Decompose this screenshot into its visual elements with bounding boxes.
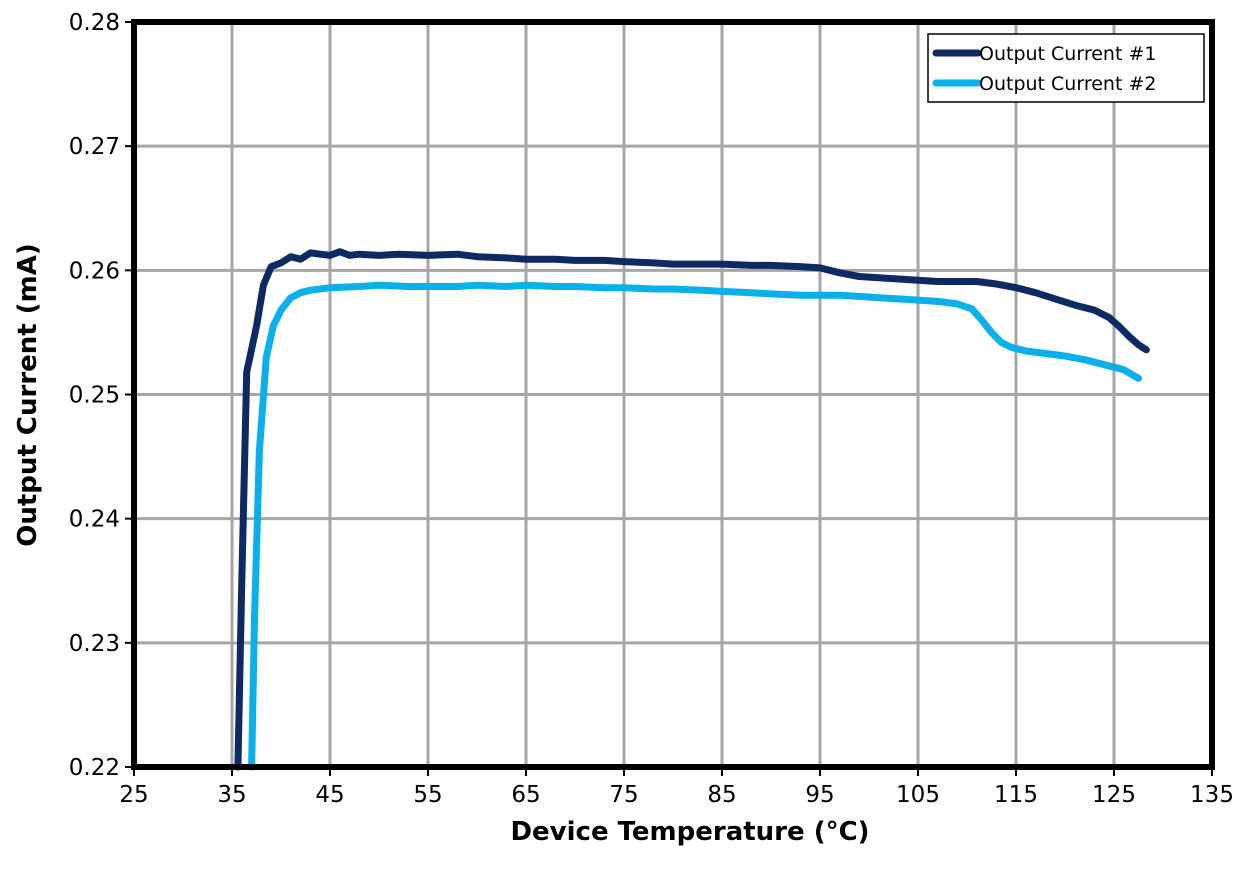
x-tick-label: 55 (413, 782, 442, 808)
y-tick-label: 0.26 (69, 258, 120, 284)
y-axis-ticks: 0.22 0.23 0.24 0.25 0.26 0.27 0.28 (69, 10, 134, 781)
legend-label-series-1: Output Current #1 (979, 43, 1156, 65)
series-line-2 (248, 281, 1142, 771)
x-tick-label: 115 (994, 782, 1038, 808)
y-tick-label: 0.22 (69, 755, 120, 781)
x-tick-label: 105 (896, 782, 940, 808)
y-axis-title: Output Current (mA) (13, 243, 43, 546)
x-tick-label: 85 (707, 782, 736, 808)
series-line-1 (234, 248, 1150, 771)
x-tick-label: 125 (1092, 782, 1136, 808)
legend-box (927, 33, 1205, 103)
series-layer (234, 248, 1150, 771)
y-tick-label: 0.28 (69, 10, 120, 36)
y-tick-label: 0.24 (69, 507, 120, 533)
x-axis-title: Device Temperature (°C) (510, 817, 869, 847)
x-tick-label: 25 (119, 782, 148, 808)
x-tick-label: 65 (511, 782, 540, 808)
x-tick-label: 35 (217, 782, 246, 808)
x-tick-label: 45 (315, 782, 344, 808)
x-tick-label: 95 (805, 782, 834, 808)
legend: Output Current #1 Output Current #2 (927, 33, 1205, 103)
y-tick-label: 0.27 (69, 134, 120, 160)
x-axis-ticks: 25 35 45 55 65 75 85 95 105 115 125 135 (119, 767, 1234, 808)
y-tick-label: 0.23 (69, 631, 120, 657)
y-tick-label: 0.25 (69, 383, 120, 409)
x-tick-label: 135 (1190, 782, 1234, 808)
x-tick-label: 75 (609, 782, 638, 808)
grid (134, 22, 1212, 767)
legend-label-series-2: Output Current #2 (979, 73, 1156, 95)
